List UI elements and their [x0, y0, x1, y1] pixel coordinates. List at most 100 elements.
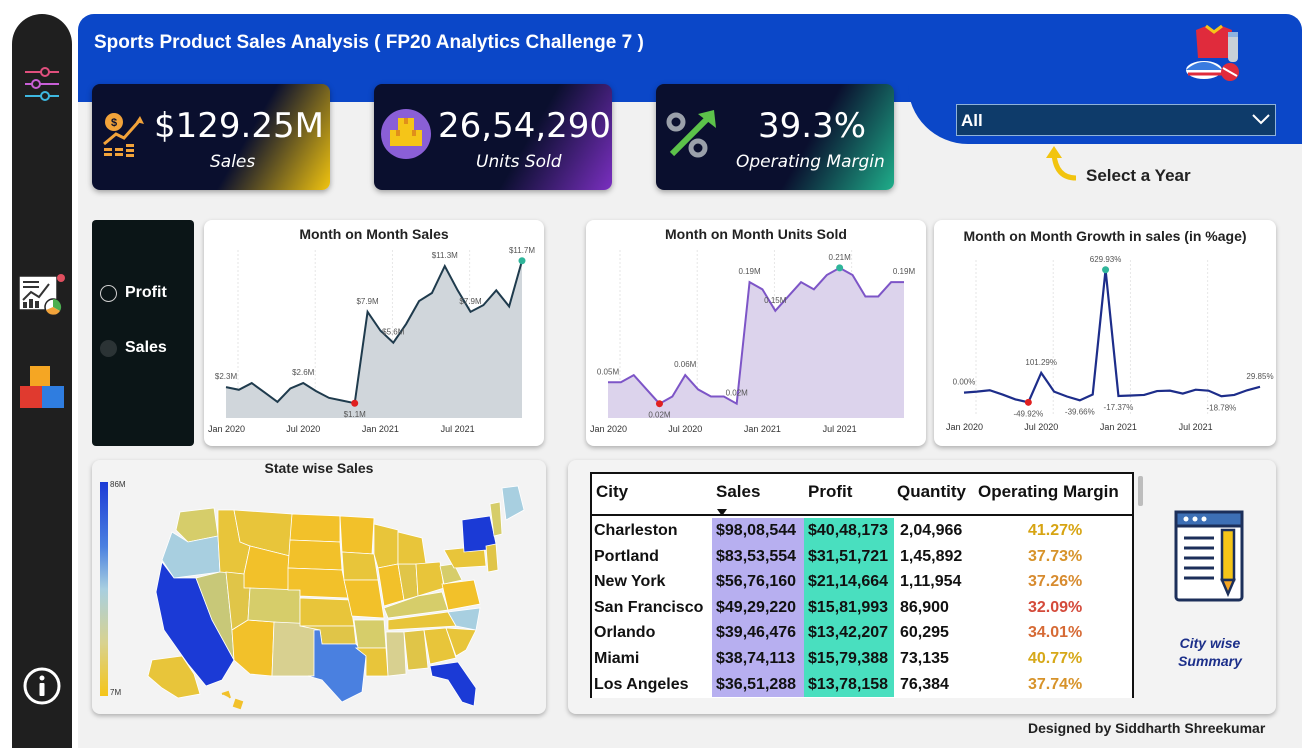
x-tick-label: Jul 2021 — [1179, 422, 1213, 432]
data-label: 0.02M — [648, 411, 671, 420]
kpi-margin-value: 39.3% — [758, 106, 867, 146]
radio-sales[interactable] — [100, 339, 117, 357]
col-header-sales[interactable]: Sales — [716, 482, 761, 501]
x-tick-label: Jan 2020 — [208, 424, 245, 434]
caption-line-2: Summary — [1178, 653, 1242, 669]
mom-sales-panel: Month on Month Sales $2.3M $2.6M $1.1M $7.9… — [204, 220, 544, 446]
table-row[interactable]: Orlando $39,46,476 $13,42,207 60,295 34.01% — [592, 620, 1132, 646]
table-header: City Sales Profit Quantity Operating Mar… — [592, 474, 1132, 516]
dashboard-canvas: Sports Product Sales Analysis ( FP20 Ana… — [78, 14, 1302, 748]
data-label: -17.37% — [1104, 403, 1134, 412]
series-line — [225, 260, 523, 405]
city-summary-panel: City Sales Profit Quantity Operating Mar… — [568, 460, 1276, 714]
col-header-operating-margin[interactable]: Operating Margin — [978, 482, 1119, 501]
cell-operating-margin: 37.74% — [1028, 675, 1083, 693]
year-filter-value: All — [961, 111, 983, 130]
kpi-sales-value: $129.25M — [154, 106, 324, 146]
city-summary-table: City Sales Profit Quantity Operating Mar… — [590, 472, 1134, 698]
kpi-margin-label: Operating Margin — [736, 152, 885, 172]
toggle-profit-label: Profit — [125, 284, 167, 301]
data-label: 29.85% — [1246, 372, 1273, 381]
svg-text:$: $ — [111, 117, 117, 129]
cell-quantity: 86,900 — [900, 598, 949, 616]
analytics-report-icon[interactable] — [12, 270, 72, 324]
data-label: 0.19M — [893, 267, 916, 276]
chart-title: Month on Month Growth in sales (in %age) — [963, 228, 1247, 244]
kpi-sales-card: $ $129.25M Sales — [92, 84, 330, 190]
cell-quantity: 1,11,954 — [900, 573, 962, 591]
cubes-icon[interactable] — [12, 364, 72, 414]
col-header-quantity[interactable]: Quantity — [897, 482, 966, 501]
x-tick-label: Jan 2020 — [946, 422, 983, 432]
radio-profit[interactable] — [100, 284, 117, 302]
cell-operating-margin: 34.01% — [1028, 624, 1083, 642]
table-row[interactable]: Miami $38,74,113 $15,79,388 73,135 40.77% — [592, 646, 1132, 672]
info-icon[interactable] — [12, 666, 72, 706]
table-row[interactable]: Portland $83,53,554 $31,51,721 1,45,892 37.7… — [592, 543, 1132, 570]
cell-sales: $56,76,160 — [712, 569, 804, 595]
percent-arrow-icon — [664, 106, 720, 167]
legend-max-label: 86M — [110, 480, 126, 489]
cell-city: Orlando — [594, 624, 656, 642]
toggle-sales-option[interactable]: Sales — [100, 339, 167, 357]
mom-growth-chart[interactable]: 0.00% -49.92% 101.29% -39.66% 629.93% -17.37%… — [934, 220, 1276, 446]
data-label: 101.29% — [1025, 358, 1057, 367]
us-states-map[interactable] — [122, 480, 542, 710]
x-tick-label: Jul 2021 — [823, 424, 857, 434]
x-tick-label: Jan 2021 — [744, 424, 781, 434]
sales-growth-icon: $ — [100, 110, 144, 163]
kpi-margin-card: 39.3% Operating Margin — [656, 84, 894, 190]
data-label: $1.1M — [344, 410, 367, 419]
mom-units-chart[interactable]: 0.05M 0.02M 0.06M 0.02M 0.19M 0.15M 0.21M 0.19M… — [586, 220, 926, 446]
cell-sales: $38,74,113 — [712, 646, 804, 672]
cell-city: Portland — [594, 547, 659, 565]
mom-units-panel: Month on Month Units Sold 0.05M 0.02M 0.06… — [586, 220, 926, 446]
sidebar — [12, 14, 72, 748]
footer-credit: Designed by Siddharth Shreekumar — [1028, 720, 1266, 736]
units-box-icon — [380, 108, 432, 165]
sports-gear-logo — [1178, 24, 1250, 93]
col-header-profit[interactable]: Profit — [808, 482, 853, 501]
area-fill — [608, 267, 904, 418]
col-header-city[interactable]: City — [596, 482, 629, 501]
data-label: 0.00% — [953, 378, 976, 387]
min-marker — [1024, 398, 1032, 406]
x-tick-label: Jul 2020 — [1024, 422, 1058, 432]
cell-profit: $40,48,173 — [804, 518, 894, 544]
x-tick-label: Jul 2020 — [286, 424, 320, 434]
filter-sliders-icon[interactable] — [12, 66, 72, 102]
area-fill — [226, 260, 522, 418]
year-filter-dropdown[interactable]: All — [956, 104, 1276, 136]
cell-operating-margin: 37.26% — [1028, 573, 1083, 591]
x-tick-label: Jul 2020 — [668, 424, 702, 434]
mom-growth-panel: Month on Month Growth in sales (in %age)… — [934, 220, 1276, 446]
cell-profit: $13,78,158 — [804, 671, 894, 698]
data-label: $2.3M — [215, 372, 238, 381]
table-row[interactable]: Charleston $98,08,544 $40,48,173 2,04,966 41… — [592, 518, 1132, 544]
cell-city: Los Angeles — [594, 675, 689, 693]
page-title: Sports Product Sales Analysis ( FP20 Ana… — [94, 32, 644, 53]
data-label: 0.02M — [726, 389, 749, 398]
toggle-sales-label: Sales — [125, 339, 167, 356]
cell-quantity: 76,384 — [900, 675, 949, 693]
chevron-down-icon — [1251, 111, 1271, 132]
toggle-profit-option[interactable]: Profit — [100, 284, 167, 302]
mom-sales-chart[interactable]: $2.3M $2.6M $1.1M $7.9M $5.6M $11.3M $7.9M $11.… — [204, 220, 544, 446]
chart-title: State wise Sales — [264, 460, 374, 476]
table-row[interactable]: Los Angeles $36,51,288 $13,78,158 76,384 37.… — [592, 671, 1132, 698]
data-label: -18.78% — [1206, 403, 1236, 412]
cell-sales: $98,08,544 — [712, 518, 804, 544]
max-marker — [1102, 266, 1110, 274]
x-tick-label: Jan 2021 — [362, 424, 399, 434]
table-row[interactable]: San Francisco $49,29,220 $15,81,993 86,900 3… — [592, 594, 1132, 621]
table-row[interactable]: New York $56,76,160 $21,14,664 1,11,954 37.2… — [592, 569, 1132, 595]
series-line — [963, 269, 1261, 404]
cell-profit: $13,42,207 — [804, 620, 894, 646]
table-scrollbar[interactable] — [1138, 476, 1143, 506]
kpi-units-card: 26,54,290 Units Sold — [374, 84, 612, 190]
x-tick-label: Jan 2020 — [590, 424, 627, 434]
max-marker — [518, 257, 526, 265]
state-sales-map-panel: State wise Sales 86M 7M — [92, 460, 546, 714]
cell-city: San Francisco — [594, 598, 704, 616]
data-label: 0.15M — [764, 296, 787, 305]
